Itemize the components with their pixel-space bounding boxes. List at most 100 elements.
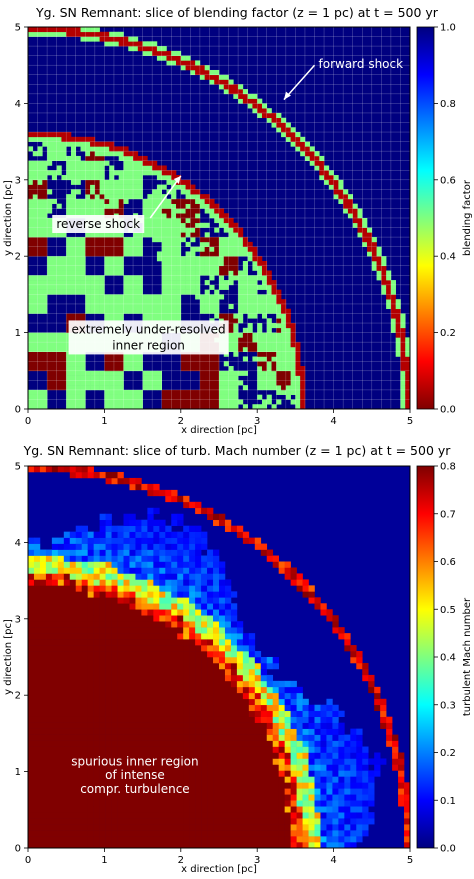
heatmap-cell bbox=[272, 764, 279, 771]
heatmap-cell bbox=[57, 734, 65, 741]
heatmap-cell bbox=[80, 251, 86, 257]
heatmap-cells bbox=[28, 466, 410, 848]
heatmap-cell bbox=[260, 716, 268, 723]
heatmap-cell bbox=[276, 389, 282, 395]
heatmap-cell bbox=[81, 585, 88, 592]
heatmap-cell bbox=[66, 175, 72, 181]
heatmap-cell bbox=[224, 662, 232, 670]
heatmap-cell bbox=[63, 722, 71, 729]
heatmap-cell bbox=[75, 686, 83, 694]
heatmap-cell bbox=[129, 525, 136, 532]
heatmap-cell bbox=[118, 299, 124, 305]
heatmap-cell bbox=[57, 782, 65, 789]
heatmap-cell bbox=[105, 794, 112, 801]
heatmap-cell bbox=[195, 657, 202, 664]
heatmap-cell bbox=[47, 289, 53, 295]
heatmap-cell bbox=[93, 621, 100, 628]
heatmap-cell bbox=[242, 370, 248, 376]
heatmap-cell bbox=[228, 337, 234, 343]
heatmap-cell bbox=[81, 471, 88, 479]
heatmap-cell bbox=[28, 686, 35, 694]
heatmap-cell bbox=[171, 275, 177, 281]
heatmap-cell bbox=[123, 561, 130, 568]
heatmap-cell bbox=[105, 836, 112, 843]
heatmap-cell bbox=[368, 674, 375, 682]
heatmap-cell bbox=[381, 260, 387, 267]
heatmap-cell bbox=[129, 776, 136, 783]
heatmap-cell bbox=[99, 591, 106, 598]
heatmap-cell bbox=[248, 788, 256, 795]
heatmap-cell bbox=[69, 627, 77, 634]
heatmap-cell bbox=[63, 698, 71, 706]
heatmap-cell bbox=[180, 275, 186, 281]
heatmap-cell bbox=[238, 342, 244, 348]
heatmap-cell bbox=[111, 812, 118, 819]
heatmap-cell bbox=[147, 788, 154, 795]
heatmap-cell bbox=[57, 698, 65, 706]
heatmap-cell bbox=[109, 170, 115, 176]
heatmap-cell bbox=[87, 728, 94, 735]
heatmap-cell bbox=[99, 615, 106, 622]
heatmap-cell bbox=[87, 806, 94, 813]
heatmap-cell bbox=[57, 645, 65, 652]
heatmap-cell bbox=[204, 280, 210, 286]
heatmap-cell bbox=[94, 308, 100, 314]
heatmap-cell bbox=[266, 734, 274, 741]
heatmap-cell bbox=[93, 770, 100, 777]
heatmap-cell bbox=[302, 764, 309, 771]
heatmap-cell bbox=[33, 776, 41, 783]
heatmap-cell bbox=[152, 375, 158, 381]
heatmap-cell bbox=[266, 356, 272, 362]
heatmap-cell bbox=[185, 265, 191, 271]
heatmap-cell bbox=[105, 692, 112, 700]
heatmap-cell bbox=[105, 704, 112, 712]
heatmap-cell bbox=[254, 806, 262, 813]
heatmap-cell bbox=[238, 246, 244, 252]
heatmap-cell bbox=[153, 603, 160, 610]
heatmap-cell bbox=[302, 716, 309, 723]
heatmap-cell bbox=[266, 294, 272, 300]
heatmap-cell bbox=[133, 280, 139, 286]
heatmap-cell bbox=[189, 651, 196, 658]
heatmap-cell bbox=[32, 232, 38, 238]
heatmap-cell bbox=[284, 794, 291, 801]
heatmap-cell bbox=[254, 752, 262, 759]
heatmap-cell bbox=[213, 555, 220, 562]
heatmap-cell bbox=[272, 710, 279, 717]
heatmap-cell bbox=[51, 812, 59, 819]
heatmap-cell bbox=[276, 318, 282, 324]
heatmap-cell bbox=[128, 46, 134, 52]
heatmap-cell bbox=[56, 31, 62, 37]
heatmap-cell bbox=[135, 639, 142, 646]
heatmap-cell bbox=[45, 585, 53, 592]
heatmap-cell bbox=[344, 830, 351, 837]
heatmap-cell bbox=[147, 165, 153, 171]
heatmap-cell bbox=[242, 531, 250, 538]
heatmap-cell bbox=[159, 734, 166, 741]
heatmap-cell bbox=[257, 394, 263, 400]
heatmap-cell bbox=[308, 746, 315, 753]
heatmap-cell bbox=[129, 686, 136, 694]
heatmap-cell bbox=[254, 800, 262, 807]
heatmap-cell bbox=[165, 633, 172, 640]
heatmap-cell bbox=[87, 591, 94, 598]
heatmap-cell bbox=[69, 800, 77, 807]
heatmap-cell bbox=[165, 537, 172, 544]
heatmap-cell bbox=[63, 770, 71, 777]
heatmap-cell bbox=[219, 651, 226, 658]
heatmap-cell bbox=[28, 537, 35, 544]
heatmap-cell bbox=[276, 332, 282, 338]
heatmap-cell bbox=[344, 842, 351, 848]
heatmap-cell bbox=[171, 270, 177, 276]
heatmap-cell bbox=[69, 573, 77, 580]
heatmap-cell bbox=[81, 549, 88, 556]
heatmap-cell bbox=[147, 208, 153, 214]
heatmap-cell bbox=[405, 346, 410, 352]
heatmap-cell bbox=[28, 194, 34, 200]
heatmap-cell bbox=[176, 399, 182, 405]
heatmap-cell bbox=[85, 275, 91, 281]
heatmap-cell bbox=[142, 308, 148, 314]
heatmap-cell bbox=[171, 824, 178, 831]
heatmap-cell bbox=[314, 842, 321, 848]
heatmap-cell bbox=[69, 651, 77, 658]
